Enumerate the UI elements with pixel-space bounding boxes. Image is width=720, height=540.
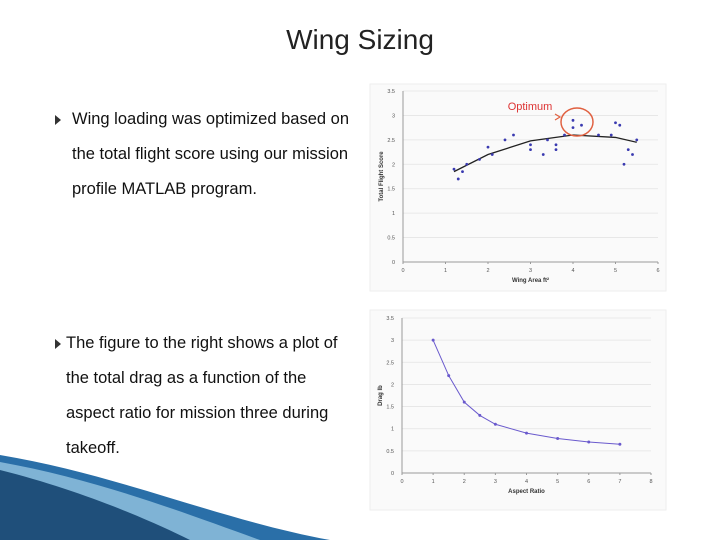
- data-point: [512, 133, 515, 137]
- data-point: [529, 148, 532, 152]
- x-tick-label: 0: [400, 479, 403, 485]
- data-point: [503, 138, 507, 142]
- data-point: [556, 436, 560, 440]
- data-point: [541, 153, 545, 156]
- data-point: [635, 138, 639, 142]
- data-point: [486, 145, 490, 149]
- y-tick-label: 3.5: [387, 89, 395, 95]
- data-point: [626, 148, 630, 152]
- y-tick-label: 3: [392, 113, 395, 119]
- trend-line: [453, 134, 637, 173]
- x-tick-label: 1: [444, 268, 447, 274]
- data-point: [631, 153, 634, 156]
- data-point: [609, 133, 613, 137]
- arrow: [554, 113, 562, 121]
- data-point: [493, 422, 497, 426]
- x-tick-label: 7: [618, 479, 621, 485]
- x-tick-label: 4: [571, 268, 574, 274]
- data-point: [563, 133, 566, 137]
- y-tick-label: 2: [392, 162, 395, 168]
- x-tick-label: 2: [463, 479, 466, 485]
- slide-title: Wing Sizing: [286, 24, 434, 55]
- y-axis-label: Drag lb: [378, 385, 384, 406]
- highlight: [560, 107, 594, 137]
- y-tick-label: 0: [391, 471, 394, 477]
- bullet-text: Wing loading was optimized based on the …: [72, 110, 349, 198]
- y-tick-label: 2.5: [386, 360, 394, 366]
- data-point: [465, 162, 469, 166]
- x-tick-label: 3: [494, 479, 497, 485]
- data-point: [554, 148, 558, 152]
- bullet-icon: [55, 115, 61, 125]
- y-tick-label: 2.5: [387, 138, 395, 144]
- bullet: Wing loading was optimized based on the …: [55, 102, 362, 207]
- y-tick-label: 1: [391, 427, 394, 433]
- x-axis-label: Wing Area ft²: [512, 277, 549, 284]
- data-point: [462, 400, 466, 404]
- data-point: [571, 118, 575, 122]
- x-tick-label: 5: [614, 268, 617, 274]
- decoration: [0, 470, 190, 540]
- y-axis-label: Total Flight Score: [379, 151, 385, 202]
- data-point: [546, 138, 549, 142]
- annotation: Optimum: [508, 101, 553, 113]
- bullet: The figure to the right shows a plot of …: [55, 326, 356, 466]
- y-tick-label: 0.5: [386, 449, 394, 455]
- data-point: [461, 170, 464, 174]
- y-tick-label: 1.5: [386, 405, 394, 411]
- x-tick-label: 2: [486, 268, 489, 274]
- data-point: [618, 123, 622, 127]
- y-tick-label: 1.5: [387, 187, 395, 193]
- x-axis-label: Aspect Ratio: [508, 489, 545, 495]
- data-point: [525, 431, 528, 435]
- y-tick-label: 1: [392, 211, 395, 217]
- x-tick-label: 0: [401, 268, 404, 274]
- data-point: [431, 338, 435, 342]
- y-tick-label: 3.5: [386, 316, 394, 322]
- data-point: [618, 442, 622, 446]
- data-point: [571, 126, 575, 130]
- data-point: [456, 177, 460, 181]
- x-tick-label: 6: [656, 268, 659, 274]
- data-point: [490, 153, 494, 156]
- x-tick-label: 4: [525, 479, 528, 485]
- x-tick-label: 8: [649, 479, 652, 485]
- x-tick-label: 3: [529, 268, 532, 274]
- data-point: [587, 440, 591, 444]
- y-tick-label: 2: [391, 382, 394, 388]
- x-tick-label: 1: [432, 479, 435, 485]
- data-point: [529, 143, 532, 147]
- data-point: [622, 162, 626, 166]
- data-point: [452, 167, 456, 171]
- data-point: [478, 158, 481, 161]
- y-tick-label: 0.5: [387, 236, 395, 242]
- x-tick-label: 6: [587, 479, 590, 485]
- data-point: [478, 413, 482, 417]
- data-point: [554, 143, 558, 147]
- data-point: [580, 123, 583, 127]
- y-tick-label: 0: [392, 260, 395, 266]
- data-point: [614, 121, 617, 125]
- bullet-icon: [55, 339, 61, 349]
- chart-frame: [369, 83, 667, 292]
- chart-frame: [369, 309, 667, 511]
- x-tick-label: 5: [556, 479, 559, 485]
- bullet-text: The figure to the right shows a plot of …: [66, 334, 338, 457]
- data-point: [447, 374, 451, 378]
- data-point: [597, 133, 600, 137]
- y-tick-label: 3: [391, 338, 394, 344]
